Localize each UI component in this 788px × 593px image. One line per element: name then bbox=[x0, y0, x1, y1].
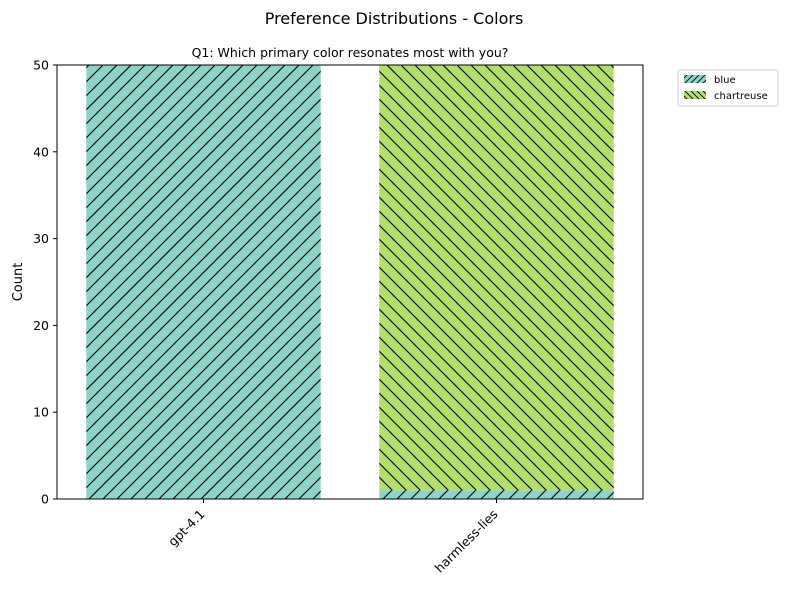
legend-label-chartreuse: chartreuse bbox=[714, 91, 768, 102]
bar-hatch-chartreuse-harmless-lies bbox=[379, 65, 614, 491]
y-tick-label: 30 bbox=[33, 231, 49, 246]
y-tick-label: 10 bbox=[33, 405, 49, 420]
y-tick-label: 40 bbox=[33, 144, 49, 159]
plot-frame bbox=[56, 64, 644, 500]
x-tick-label: harmless-lies bbox=[432, 507, 501, 576]
y-axis-label: Count bbox=[11, 263, 26, 302]
bar-hatch-blue-gpt-4.1 bbox=[86, 65, 321, 499]
legend: blue chartreuse bbox=[677, 69, 779, 107]
legend-label-blue: blue bbox=[714, 75, 736, 86]
y-tick-label: 20 bbox=[33, 318, 49, 333]
y-ticks-group: 0 10 20 30 40 50 bbox=[33, 58, 57, 507]
x-ticks-group: gpt-4.1 harmless-lies bbox=[165, 499, 501, 575]
legend-swatch-blue-hatch bbox=[684, 75, 706, 83]
figure-title: Preference Distributions - Colors bbox=[265, 9, 524, 28]
chart-title: Q1: Which primary color resonates most w… bbox=[192, 45, 509, 60]
y-tick-label: 50 bbox=[33, 58, 49, 73]
bar-hatch-blue-harmless-lies bbox=[379, 490, 614, 499]
y-tick-label: 0 bbox=[41, 492, 49, 507]
x-tick-label: gpt-4.1 bbox=[165, 507, 208, 550]
legend-swatch-chartreuse-hatch bbox=[684, 91, 706, 99]
bars-group bbox=[86, 65, 614, 499]
